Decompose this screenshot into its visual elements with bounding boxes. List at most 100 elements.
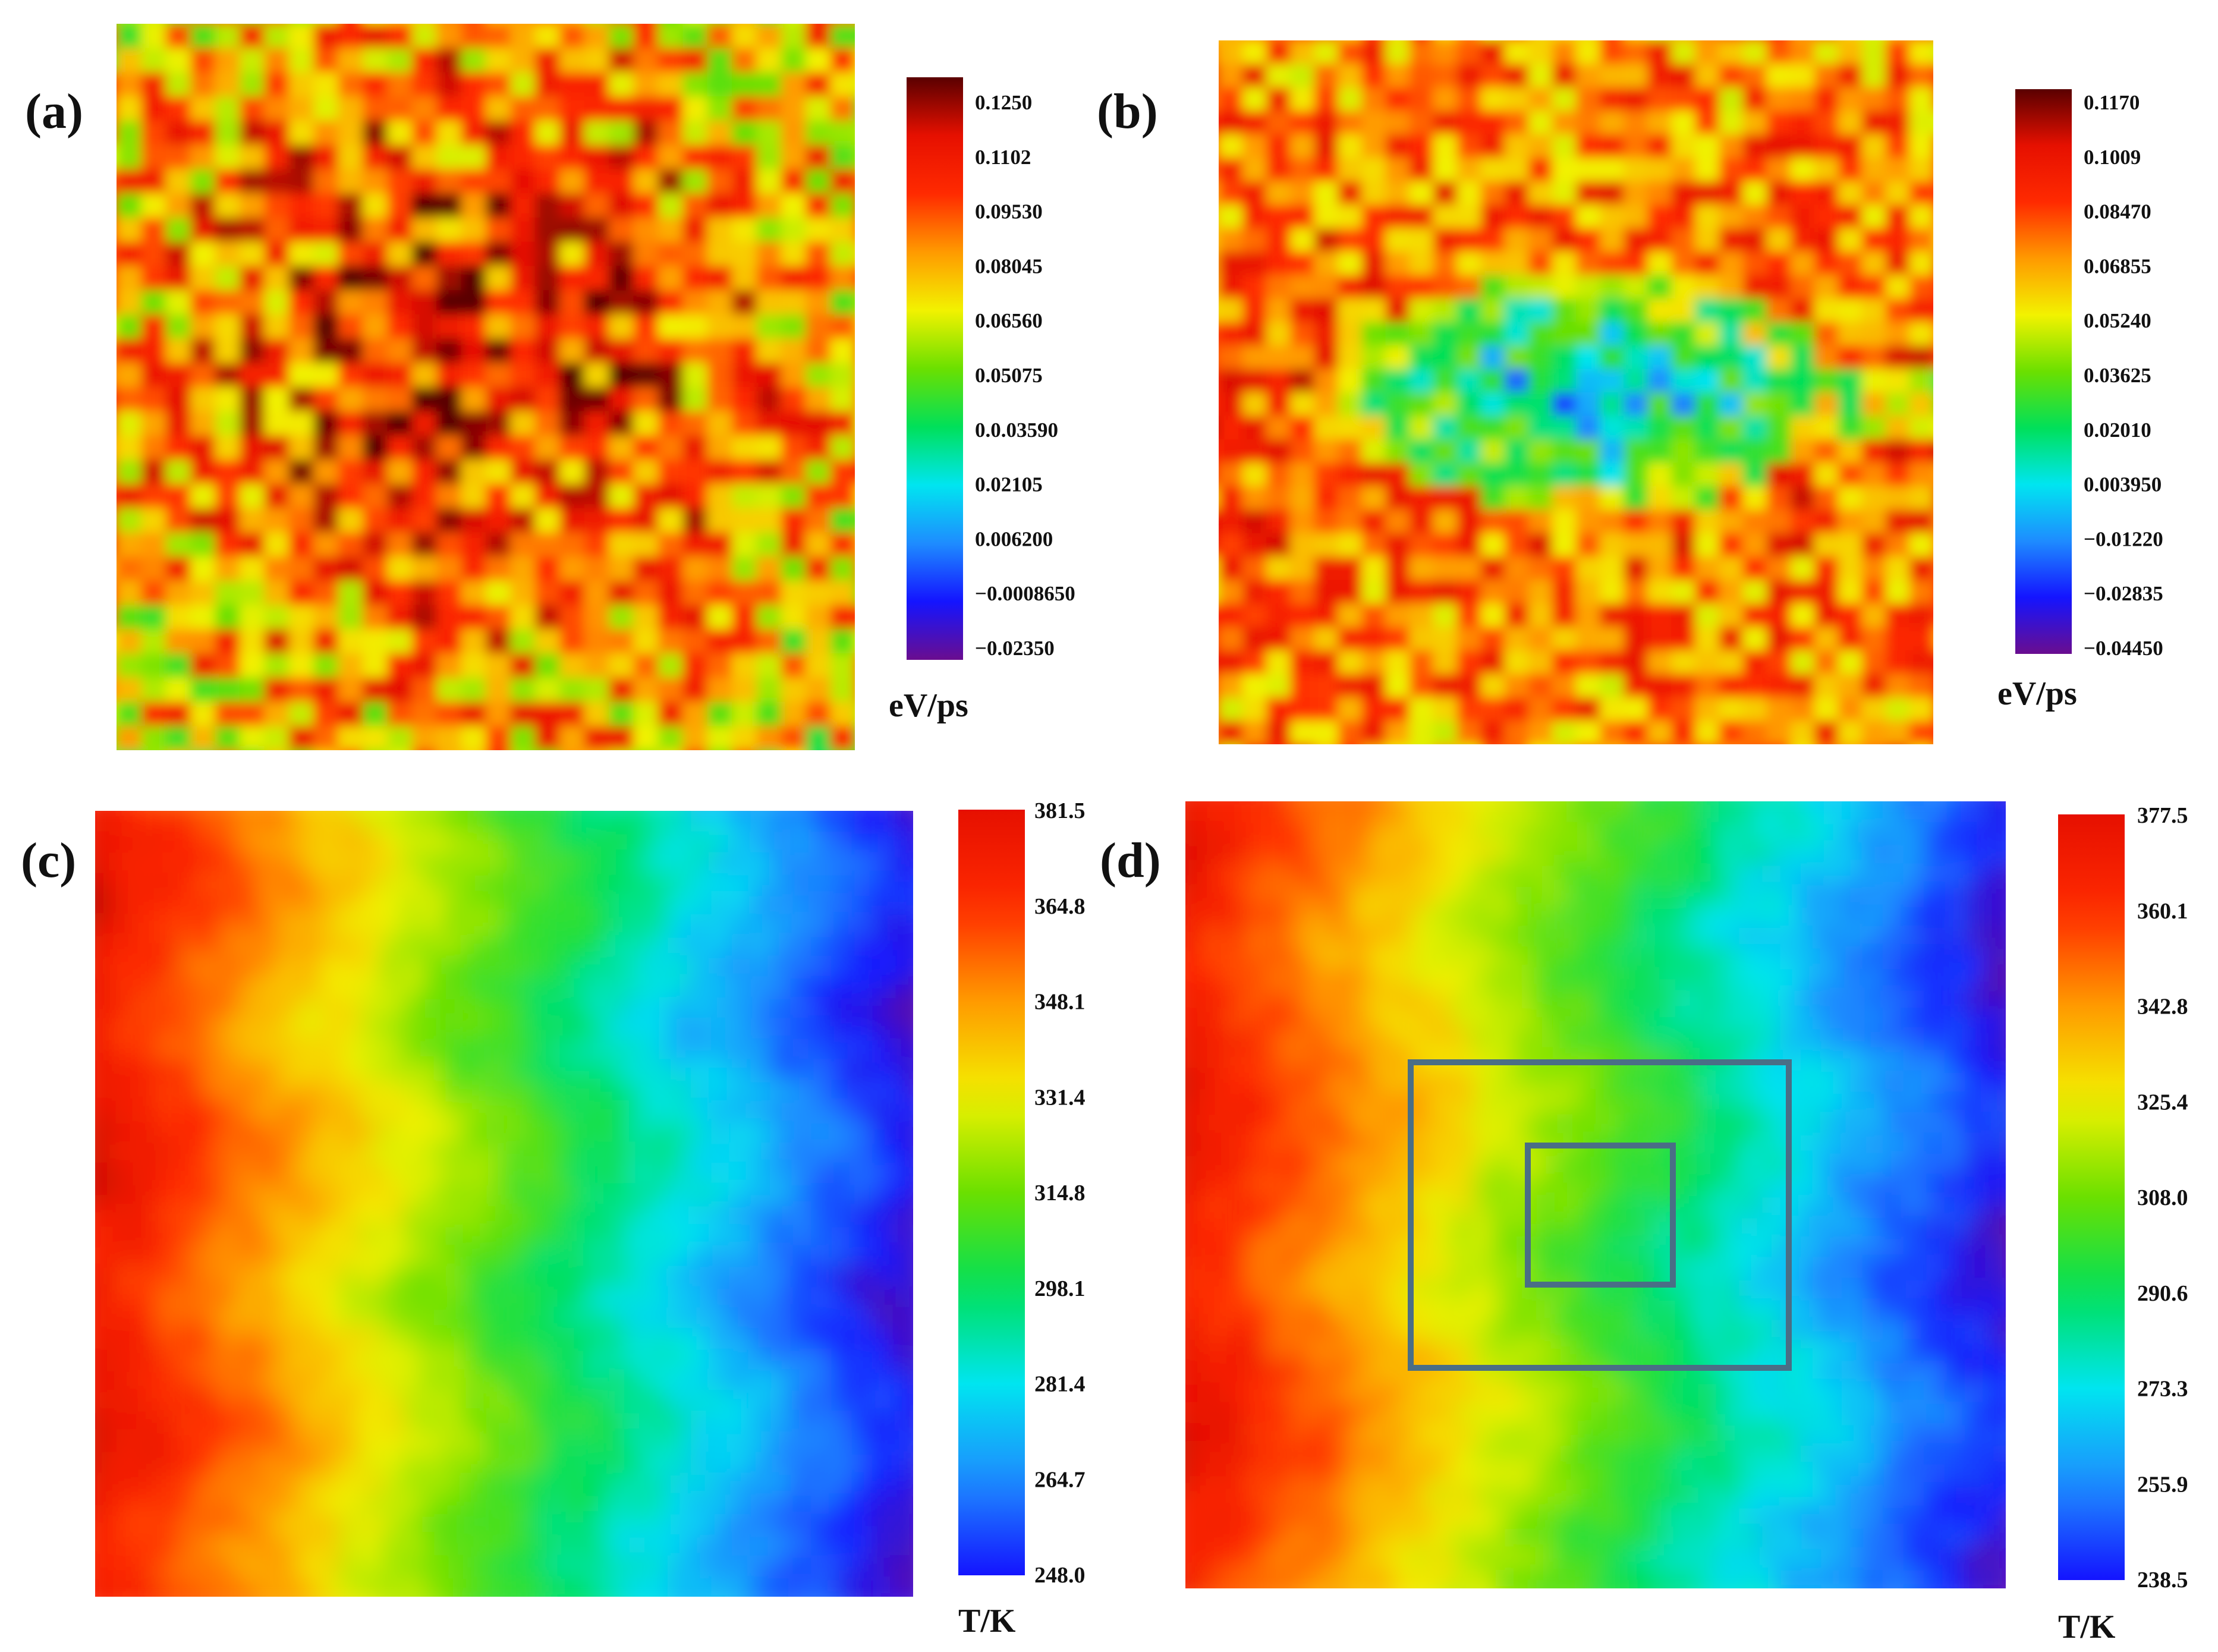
heatmap-cell: [627, 1266, 648, 1288]
heatmap-cell: [484, 790, 505, 811]
heatmap-cell: [1719, 842, 1740, 864]
heatmap-cell: [855, 556, 880, 581]
heatmap-cell: [790, 1266, 811, 1288]
heatmap-cell: [1266, 486, 1291, 511]
heatmap-cell: [136, 1555, 158, 1577]
heatmap-cell: [749, 976, 771, 998]
heatmap-cell: [855, 750, 880, 775]
heatmap-cell: [682, 217, 708, 243]
heatmap-cell: [1338, 204, 1363, 229]
heatmap-cell: [584, 629, 609, 654]
heatmap-cell: [559, 290, 585, 315]
heatmap-cell: [95, 1245, 117, 1267]
heatmap-cell: [95, 1493, 117, 1515]
heatmap-cell: [486, 677, 511, 703]
heatmap-cell: [913, 1307, 934, 1329]
heatmap-cell: [117, 483, 142, 509]
heatmap-cell: [1433, 40, 1458, 41]
heatmap-cell: [756, 411, 782, 436]
heatmap-cell: [1361, 181, 1386, 206]
heatmap-cell: [1821, 1112, 1842, 1134]
heatmap-cell: [668, 1017, 689, 1039]
heatmap-cell: [545, 831, 567, 853]
heatmap-cell: [156, 1513, 178, 1535]
heatmap-cell: [1671, 533, 1696, 558]
heatmap-cell: [215, 387, 240, 412]
heatmap-cell: [791, 1597, 811, 1618]
heatmap-cell: [565, 1307, 587, 1329]
heatmap-cell: [1842, 1360, 1863, 1382]
heatmap-cell: [1821, 1029, 1842, 1051]
heatmap-cell: [811, 1431, 832, 1453]
heatmap-cell: [781, 435, 807, 461]
heatmap-cell: [486, 314, 511, 339]
heatmap-cell: [1624, 533, 1648, 558]
heatmap-cell: [872, 1493, 894, 1515]
heatmap-cell: [627, 893, 648, 915]
heatmap-cell: [300, 914, 321, 936]
heatmap-cell: [855, 290, 880, 315]
heatmap-cell: [165, 556, 191, 581]
heatmap-cell: [534, 193, 561, 218]
heatmap-cell: [534, 96, 561, 121]
heatmap-cell: [1742, 204, 1767, 229]
heatmap-cell: [1185, 1277, 1186, 1299]
heatmap-cell: [1862, 1339, 1883, 1361]
heatmap-cell: [1385, 158, 1410, 182]
heatmap-cell: [1329, 905, 1350, 926]
heatmap-cell: [709, 1597, 729, 1618]
heatmap-cell: [830, 338, 855, 364]
heatmap-cell: [1290, 40, 1315, 65]
heatmap-cell: [1596, 1195, 1617, 1216]
heatmap-cell: [1185, 1132, 1207, 1154]
heatmap-cell: [1596, 1339, 1617, 1361]
heatmap-cell: [1600, 462, 1625, 487]
heatmap-cell: [115, 1369, 137, 1391]
heatmap-cell: [811, 1493, 832, 1515]
heatmap-cell: [1409, 204, 1434, 229]
heatmap-cell: [1552, 204, 1577, 229]
heatmap-cell: [756, 72, 782, 97]
heatmap-cell: [1390, 801, 1412, 823]
heatmap-cell: [657, 266, 684, 291]
heatmap-cell: [1493, 1153, 1514, 1175]
heatmap-cell: [1719, 1174, 1740, 1195]
heatmap-cell: [609, 556, 634, 581]
heatmap-cell: [338, 24, 363, 25]
heatmap-cell: [1308, 1236, 1330, 1258]
heatmap-cell: [115, 1141, 137, 1163]
heatmap-cell: [647, 976, 669, 998]
heatmap-cell: [524, 1597, 545, 1618]
heatmap-cell: [1338, 556, 1363, 581]
heatmap-cell: [1555, 801, 1576, 802]
heatmap-cell: [387, 387, 413, 412]
heatmap-cell: [1314, 40, 1339, 65]
heatmap-cell: [1552, 650, 1577, 675]
heatmap-cell: [1534, 842, 1555, 864]
heatmap-cell: [215, 460, 240, 484]
heatmap-cell: [136, 1390, 158, 1411]
heatmap-cell: [95, 1266, 117, 1288]
heatmap-cell: [340, 1141, 362, 1163]
heatmap-cell: [811, 1597, 832, 1618]
heatmap-cell: [215, 653, 240, 678]
heatmap-cell: [402, 1452, 423, 1474]
heatmap-cell: [1504, 134, 1529, 159]
heatmap-cell: [790, 893, 811, 915]
heatmap-cell: [1647, 509, 1672, 534]
heatmap-cell: [1821, 926, 1842, 947]
heatmap-cell: [504, 831, 526, 853]
heatmap-cell: [313, 460, 339, 484]
heatmap-cell: [1933, 721, 1958, 745]
heatmap-cell: [1219, 720, 1244, 744]
heatmap-cell: [668, 1493, 689, 1515]
heatmap-cell: [806, 701, 831, 727]
heatmap-cell: [1719, 1319, 1740, 1341]
heatmap-cell: [1504, 275, 1529, 300]
heatmap-cell: [545, 873, 567, 895]
heatmap-cell: [707, 338, 732, 364]
heatmap-cell: [524, 1472, 546, 1494]
heatmap-cell: [1766, 40, 1791, 41]
heatmap-cell: [606, 831, 628, 853]
heatmap-cell: [300, 1266, 321, 1288]
